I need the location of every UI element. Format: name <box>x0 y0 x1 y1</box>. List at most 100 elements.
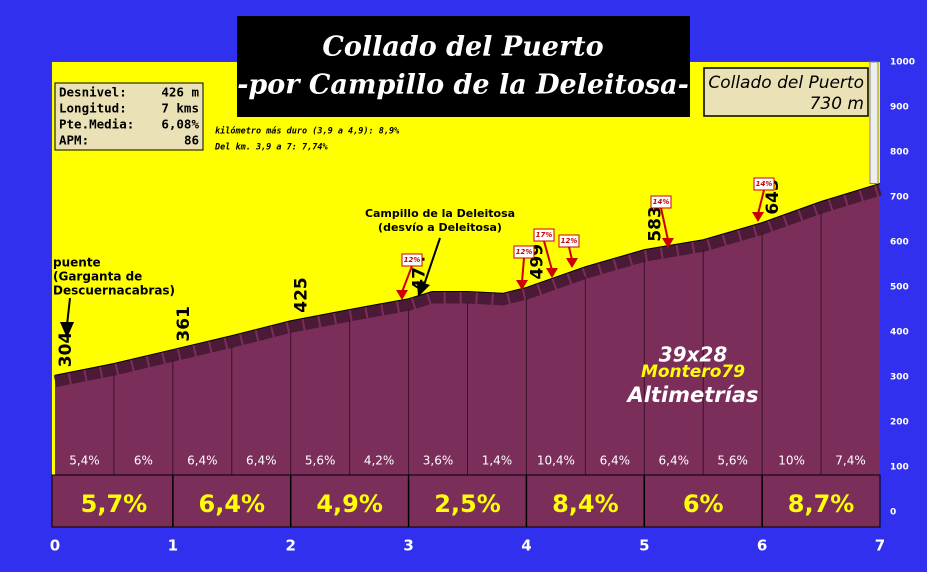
km-gradient: 4,9% <box>316 490 383 518</box>
x-tick-label: 7 <box>875 537 885 555</box>
summit-pole <box>869 61 879 184</box>
segment-gradient: 1,4% <box>482 454 513 468</box>
flag-box <box>401 253 423 267</box>
stats-box <box>54 82 204 151</box>
x-tick-label: 1 <box>168 537 178 555</box>
flag-box <box>753 177 775 191</box>
chart-title: -por Campillo de la Deleitosa- <box>237 70 689 101</box>
segment-gradient: 10% <box>778 454 805 468</box>
segment-gradient: 6,4% <box>600 454 631 468</box>
flag-box <box>513 245 535 259</box>
elevation-label: 425 <box>292 277 312 313</box>
segment-gradient: 5,6% <box>305 454 336 468</box>
x-tick-label: 5 <box>639 537 649 555</box>
credit: Montero79 <box>641 362 745 382</box>
profile-edge <box>53 183 882 388</box>
flag-box <box>558 234 580 248</box>
stat-name: APM: <box>59 133 89 148</box>
bridge-arrow <box>66 297 71 326</box>
segment-gradient: 6,4% <box>187 454 218 468</box>
stat-value: 6,08% <box>161 117 199 132</box>
flag-arrow <box>568 246 573 261</box>
summit-box <box>703 67 869 117</box>
stat-value: 86 <box>184 133 199 148</box>
y-tick-label: 0 <box>890 508 896 518</box>
x-tick-label: 3 <box>403 537 413 555</box>
km-gradient: 8,4% <box>552 490 619 518</box>
segment-gradient: 6% <box>134 454 153 468</box>
stat-value: 426 m <box>161 85 199 100</box>
y-tick-label: 700 <box>890 193 909 203</box>
segment-gradient: 4,2% <box>364 454 395 468</box>
village-arrow <box>423 237 441 286</box>
credit: Altimetrías <box>625 383 758 407</box>
x-tick-label: 0 <box>50 537 60 555</box>
credit: 39x28 <box>659 343 728 367</box>
x-tick-label: 6 <box>757 537 767 555</box>
y-tick-label: 500 <box>890 283 909 293</box>
bridge-label: Descuernacabras) <box>53 284 175 298</box>
summit-label: 730 m <box>810 94 864 114</box>
profile-line <box>54 183 881 376</box>
segment-gradient: 6,4% <box>659 454 690 468</box>
y-tick-label: 200 <box>890 418 909 428</box>
segment-gradient: 10,4% <box>537 454 575 468</box>
village-arrowhead <box>417 281 430 297</box>
flag-label: 14% <box>756 180 773 188</box>
flag-arrow <box>660 207 669 241</box>
flag-arrow <box>521 257 525 283</box>
x-tick-label: 4 <box>521 537 531 555</box>
flag-arrowhead <box>752 212 764 222</box>
y-tick-label: 100 <box>890 463 909 473</box>
y-tick-label: 1000 <box>890 58 915 68</box>
chart-title: Collado del Puerto <box>322 32 603 63</box>
flag-label: 12% <box>561 237 578 245</box>
segment-gradient: 7,4% <box>835 454 866 468</box>
y-tick-label: 900 <box>890 103 909 113</box>
km-gradient: 8,7% <box>788 490 855 518</box>
segment-gradient: 6,4% <box>246 454 277 468</box>
elevation-label: 361 <box>174 306 194 342</box>
y-tick-label: 600 <box>890 238 909 248</box>
elevation-label: 304 <box>56 332 76 368</box>
flag-label: 17% <box>536 231 553 239</box>
segment-gradient: 5,4% <box>69 454 100 468</box>
flag-arrowhead <box>662 238 674 248</box>
y-tick-label: 300 <box>890 373 909 383</box>
village-label: Campillo de la Deleitosa <box>365 207 515 220</box>
village-label: (desvío a Deleitosa) <box>378 221 502 234</box>
km-gradient: 5,7% <box>81 490 148 518</box>
note: Del km. 3,9 a 7: 7,74% <box>214 143 328 153</box>
bridge-label: puente <box>53 256 101 270</box>
title-box <box>237 16 690 117</box>
km-gradient: 2,5% <box>434 490 501 518</box>
segment-gradient: 3,6% <box>423 454 454 468</box>
flag-arrowhead <box>566 258 578 268</box>
summit-label: Collado del Puerto <box>708 73 864 93</box>
flag-arrow <box>543 240 553 271</box>
flag-arrow <box>401 265 413 293</box>
flag-box <box>650 195 672 209</box>
note: kilómetro más duro (3,9 a 4,9): 8,9% <box>215 126 400 137</box>
flag-box <box>533 228 555 242</box>
segment-gradient: 5,6% <box>717 454 748 468</box>
flag-label: 12% <box>516 248 533 256</box>
y-tick-label: 400 <box>890 328 909 338</box>
y-tick-label: 800 <box>890 148 909 158</box>
flag-arrowhead <box>546 268 558 278</box>
bridge-label: (Garganta de <box>53 270 142 284</box>
km-gradient: 6% <box>683 490 724 518</box>
km-gradient: 6,4% <box>199 490 266 518</box>
flag-label: 12% <box>404 256 421 264</box>
stat-name: Desnivel: <box>59 85 127 100</box>
km-band <box>51 474 881 528</box>
stat-name: Pte.Media: <box>59 117 134 132</box>
elevation-label: 583 <box>645 206 665 242</box>
bridge-arrowhead <box>60 322 74 338</box>
flag-arrowhead <box>516 280 528 290</box>
stat-name: Longitud: <box>59 101 127 116</box>
flag-label: 14% <box>653 198 670 206</box>
flag-arrowhead <box>396 290 408 300</box>
stat-value: 7 kms <box>161 101 199 116</box>
